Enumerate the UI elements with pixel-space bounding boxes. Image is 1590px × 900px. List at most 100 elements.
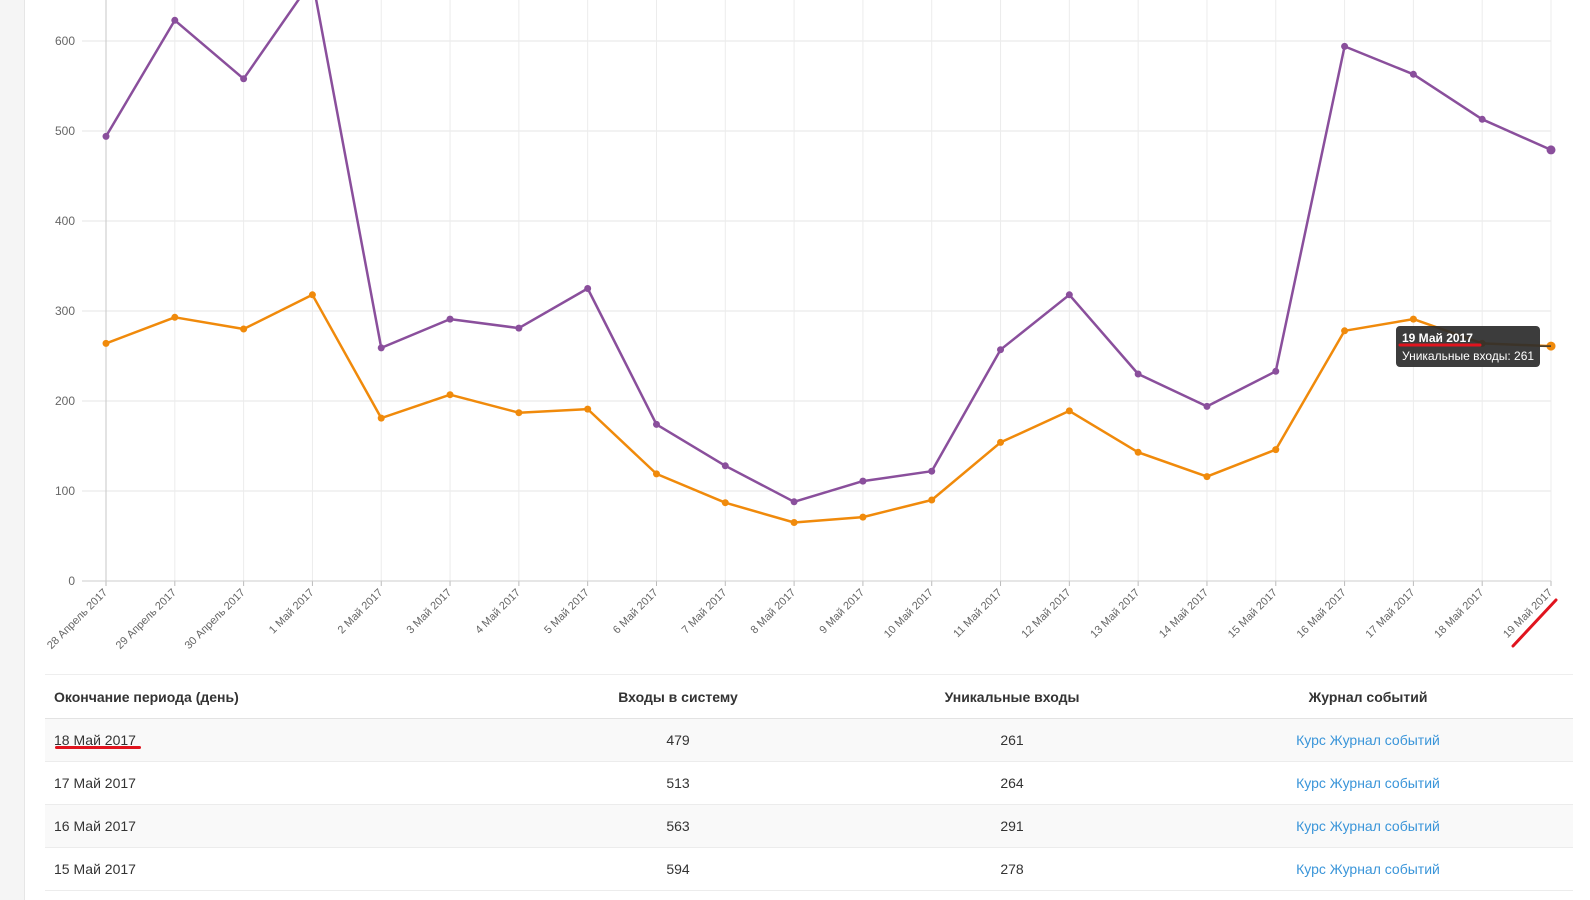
- event-log-link[interactable]: Курс Журнал событий: [1296, 818, 1440, 834]
- event-log-link[interactable]: Курс Журнал событий: [1296, 732, 1440, 748]
- report-panel: 0 100 200 300 400 500 600 28 Апрель 2017 29 Апре…: [24, 0, 1590, 900]
- header-event-log[interactable]: Журнал событий: [1163, 674, 1573, 719]
- data-point: [1203, 473, 1211, 481]
- data-point: [515, 324, 523, 332]
- data-point: [1341, 327, 1349, 335]
- x-tick-label: 16 Май 2017: [1295, 587, 1349, 641]
- row-unique: 264: [861, 761, 1163, 805]
- y-tick-label: 500: [55, 124, 75, 138]
- x-tick-label: 17 Май 2017: [1364, 587, 1418, 641]
- row-unique: 261: [861, 718, 1163, 762]
- row-date: 18 Май 2017: [45, 718, 495, 762]
- row-event-log-cell: Курс Журнал событий: [1163, 718, 1573, 762]
- x-tick-label: 29 Апрель 2017: [114, 587, 179, 652]
- data-point: [171, 313, 179, 321]
- x-tick-label: 10 Май 2017: [882, 587, 936, 641]
- table-row: 18 Май 2017 479 261 Курс Журнал событий: [45, 718, 1573, 762]
- data-point: [997, 346, 1005, 354]
- data-point: [1546, 145, 1556, 155]
- data-point: [240, 75, 248, 83]
- data-point: [1478, 115, 1486, 123]
- row-date: 16 Май 2017: [45, 804, 495, 848]
- data-point: [446, 315, 454, 323]
- data-point: [652, 470, 660, 478]
- event-log-link[interactable]: Курс Журнал событий: [1296, 861, 1440, 877]
- x-tick-label: 28 Апрель 2017: [45, 587, 110, 652]
- data-point: [584, 285, 592, 292]
- x-tick-label: 8 Май 2017: [749, 587, 799, 637]
- row-logins: 594: [495, 847, 861, 891]
- series-line: [105, 293, 1552, 524]
- x-tick-label: 11 Май 2017: [951, 587, 1004, 640]
- row-logins: 513: [495, 761, 861, 805]
- table-row: 17 Май 2017 513 264 Курс Журнал событий: [45, 761, 1573, 805]
- y-tick-label: 200: [55, 394, 75, 408]
- x-tick-label: 4 Май 2017: [473, 587, 523, 637]
- data-point: [928, 467, 936, 475]
- data-point: [1134, 448, 1142, 456]
- data-point: [859, 513, 867, 521]
- series-logins: [102, 0, 1556, 506]
- header-period-end[interactable]: Окончание периода (день): [45, 674, 495, 719]
- data-point: [790, 498, 798, 506]
- data-point: [859, 477, 867, 485]
- row-date: 15 Май 2017: [45, 847, 495, 891]
- data-point: [652, 420, 660, 428]
- row-date: 17 Май 2017: [45, 761, 495, 805]
- data-point: [1272, 446, 1280, 454]
- data-point: [515, 409, 523, 417]
- data-point: [1341, 42, 1349, 50]
- header-logins[interactable]: Входы в систему: [495, 674, 861, 719]
- table-row: 15 Май 2017 594 278 Курс Журнал событий: [45, 847, 1573, 891]
- x-tick-label: 9 Май 2017: [817, 587, 867, 637]
- data-point: [1065, 291, 1073, 299]
- x-tick-label: 6 Май 2017: [611, 587, 661, 637]
- red-underline-annotation: [55, 746, 141, 749]
- x-tick-label: 7 Май 2017: [680, 587, 730, 637]
- chart-series: [102, 0, 1556, 526]
- data-point: [102, 132, 110, 140]
- chart-axes: 0 100 200 300 400 500 600 28 Апрель 2017 29 Апре…: [45, 0, 1555, 652]
- data-point: [377, 344, 385, 352]
- x-tick-label: 15 Май 2017: [1226, 587, 1280, 641]
- data-point: [928, 496, 936, 504]
- data-point: [721, 462, 729, 470]
- data-point: [446, 391, 454, 399]
- data-point: [1203, 402, 1211, 410]
- data-point: [584, 405, 592, 413]
- tooltip-label: Уникальные входы: 261: [1402, 349, 1534, 363]
- data-point: [1409, 315, 1417, 323]
- data-point: [790, 519, 798, 526]
- x-tick-label: 12 Май 2017: [1019, 587, 1073, 641]
- x-tick-label: 3 Май 2017: [404, 587, 454, 637]
- x-tick-label: 13 Май 2017: [1088, 587, 1142, 641]
- data-point: [1409, 70, 1417, 78]
- chart-annotations: [1398, 343, 1558, 648]
- row-logins: 563: [495, 804, 861, 848]
- x-tick-label: 14 Май 2017: [1157, 587, 1211, 641]
- y-tick-label: 300: [55, 304, 75, 318]
- series-line: [104, 0, 1552, 504]
- x-tick-label: 5 Май 2017: [542, 587, 592, 637]
- row-unique: 291: [861, 804, 1163, 848]
- x-tick-label: 2 Май 2017: [336, 587, 386, 637]
- table-header-row: Окончание периода (день) Входы в систему…: [45, 674, 1573, 719]
- data-point: [377, 414, 385, 422]
- data-point: [240, 325, 248, 333]
- table-row: 16 Май 2017 563 291 Курс Журнал событий: [45, 804, 1573, 848]
- row-unique: 278: [861, 847, 1163, 891]
- event-log-link[interactable]: Курс Журнал событий: [1296, 775, 1440, 791]
- y-tick-label: 400: [55, 214, 75, 228]
- logins-line-chart: 0 100 200 300 400 500 600 28 Апрель 2017 29 Апре…: [45, 0, 1558, 652]
- row-logins: 479: [495, 718, 861, 762]
- row-event-log-cell: Курс Журнал событий: [1163, 761, 1573, 805]
- header-unique-logins[interactable]: Уникальные входы: [861, 674, 1163, 719]
- data-point: [171, 16, 179, 24]
- stats-table: Окончание периода (день) Входы в систему…: [45, 674, 1573, 891]
- row-event-log-cell: Курс Журнал событий: [1163, 847, 1573, 891]
- chart-grid: [82, 0, 1552, 582]
- x-tick-label: 18 Май 2017: [1432, 587, 1486, 641]
- x-tick-label: 30 Апрель 2017: [183, 587, 248, 652]
- tooltip-title: 19 Май 2017: [1402, 331, 1473, 345]
- y-tick-label: 600: [55, 34, 75, 48]
